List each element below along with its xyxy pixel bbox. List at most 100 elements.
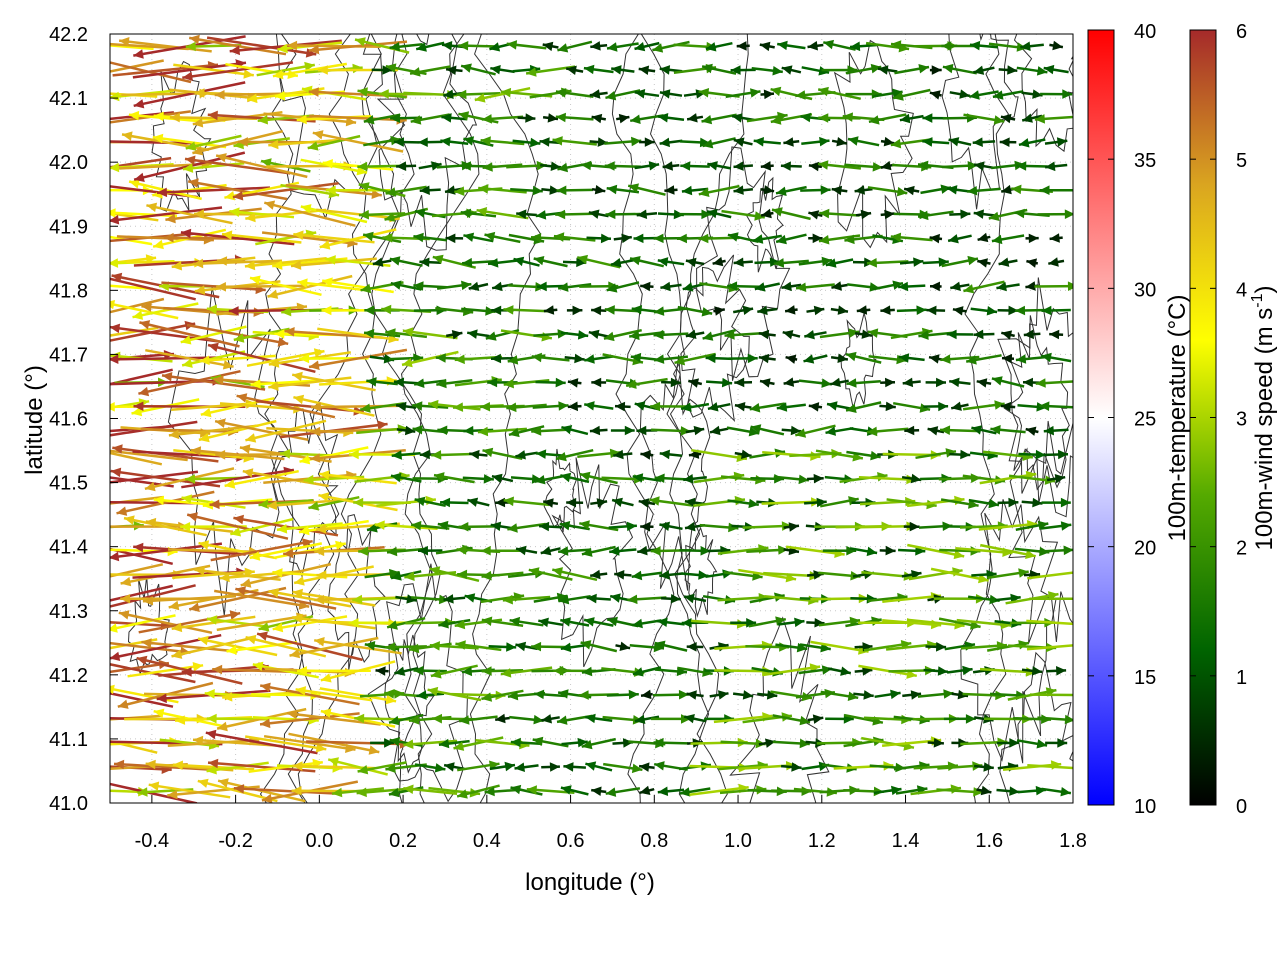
wind-vector xyxy=(110,235,153,246)
wind-vector xyxy=(826,401,853,411)
wind-vector xyxy=(758,353,776,364)
wind-vector xyxy=(999,137,1017,147)
contour-line xyxy=(1013,34,1073,153)
wind-vector xyxy=(1026,619,1073,626)
wind-colorbar-label-end: ) xyxy=(1251,286,1278,294)
wind-vector xyxy=(503,378,550,389)
wind-vector xyxy=(807,473,824,484)
wind-vector xyxy=(286,709,381,726)
wind-vector xyxy=(366,377,398,387)
wind-vector xyxy=(197,635,278,657)
wind-vector xyxy=(845,401,882,413)
wind-vector xyxy=(615,113,630,124)
wind-vector xyxy=(806,305,825,316)
wind-vector xyxy=(980,543,1036,559)
wind-vector xyxy=(272,615,348,633)
wind-vector xyxy=(393,137,419,147)
wind-vector xyxy=(657,617,685,627)
wind-vector xyxy=(808,161,823,172)
wind-vector xyxy=(491,473,514,484)
x-tick-label: -0.2 xyxy=(218,830,252,852)
wind-vector xyxy=(354,713,410,724)
wind-vector xyxy=(1029,597,1073,600)
wind-vector xyxy=(923,401,949,412)
wind-vector xyxy=(831,137,848,147)
wind-vector xyxy=(409,65,451,77)
wind-vector xyxy=(634,89,660,99)
wind-vector xyxy=(691,448,748,463)
wind-vector xyxy=(679,787,711,797)
contour-line xyxy=(1008,420,1073,645)
wind-vector xyxy=(206,615,269,629)
wind-vector xyxy=(634,161,660,171)
wind-vector xyxy=(396,161,417,171)
x-tick-label: 0.6 xyxy=(557,830,585,852)
wind-vector xyxy=(880,209,895,220)
wind-vector xyxy=(614,570,632,580)
wind-vector xyxy=(997,497,1019,508)
wind-vector xyxy=(503,305,550,315)
wind-vector xyxy=(460,208,497,219)
wind-vector xyxy=(736,41,750,51)
wind-vector xyxy=(613,233,632,244)
wind-vector xyxy=(783,137,800,147)
wind-vector xyxy=(535,449,566,459)
wind-vector xyxy=(770,86,813,101)
wind-vector xyxy=(506,402,547,413)
wind-vector xyxy=(138,369,241,397)
wind-vector xyxy=(319,687,397,705)
wind-vector xyxy=(463,425,494,436)
wind-vector xyxy=(110,110,191,124)
wind-vector xyxy=(481,570,524,581)
wind-vector xyxy=(659,521,683,531)
wind-vector xyxy=(182,61,294,81)
wind-vector xyxy=(772,714,811,726)
wind-vector xyxy=(552,567,598,582)
contour-line xyxy=(833,39,914,249)
wind-vector xyxy=(1037,209,1073,219)
wind-vector xyxy=(754,257,781,267)
wind-vector xyxy=(559,521,590,531)
wind-vector xyxy=(585,761,613,772)
wind-vector xyxy=(295,686,373,702)
wind-vector xyxy=(967,186,1001,196)
wind-vector xyxy=(583,617,614,627)
y-tick-label: 41.0 xyxy=(49,793,88,815)
wind-vector xyxy=(1041,305,1071,316)
wind-vector xyxy=(543,498,559,508)
wind-vector xyxy=(152,133,227,149)
wind-vector xyxy=(560,642,589,653)
y-tick-label: 41.9 xyxy=(49,216,88,238)
wind-vector xyxy=(110,211,159,222)
wind-vector xyxy=(795,424,836,438)
wind-vector xyxy=(514,762,539,772)
wind-vector xyxy=(948,137,972,147)
wind-vector xyxy=(941,255,979,268)
wind-vector xyxy=(515,545,538,556)
x-axis-label: longitude (°) xyxy=(525,869,655,896)
contour-line xyxy=(640,34,710,803)
wind-vector xyxy=(1000,113,1016,124)
wind-vector xyxy=(785,354,798,364)
wind-vector xyxy=(127,662,204,678)
wind-vector xyxy=(699,522,739,533)
contour-line xyxy=(543,448,577,533)
wind-vector xyxy=(542,113,559,123)
wind-vector xyxy=(461,306,496,316)
wind-vector xyxy=(510,784,543,796)
wind-vector xyxy=(640,689,653,700)
wind-vector xyxy=(390,472,422,483)
wind-vector xyxy=(943,714,976,724)
colorbar-tick-label: 15 xyxy=(1134,667,1156,689)
y-tick-label: 41.7 xyxy=(49,344,88,366)
wind-vector xyxy=(973,209,995,219)
contour-line xyxy=(1003,315,1070,491)
wind-vector xyxy=(386,546,426,557)
wind-vector xyxy=(757,690,778,700)
wind-vector xyxy=(760,161,774,171)
colorbar-tick-label: 10 xyxy=(1134,796,1156,818)
wind-vector xyxy=(879,545,896,556)
wind-vector xyxy=(705,41,733,52)
wind-vector xyxy=(998,257,1018,267)
wind-vector xyxy=(764,595,819,605)
